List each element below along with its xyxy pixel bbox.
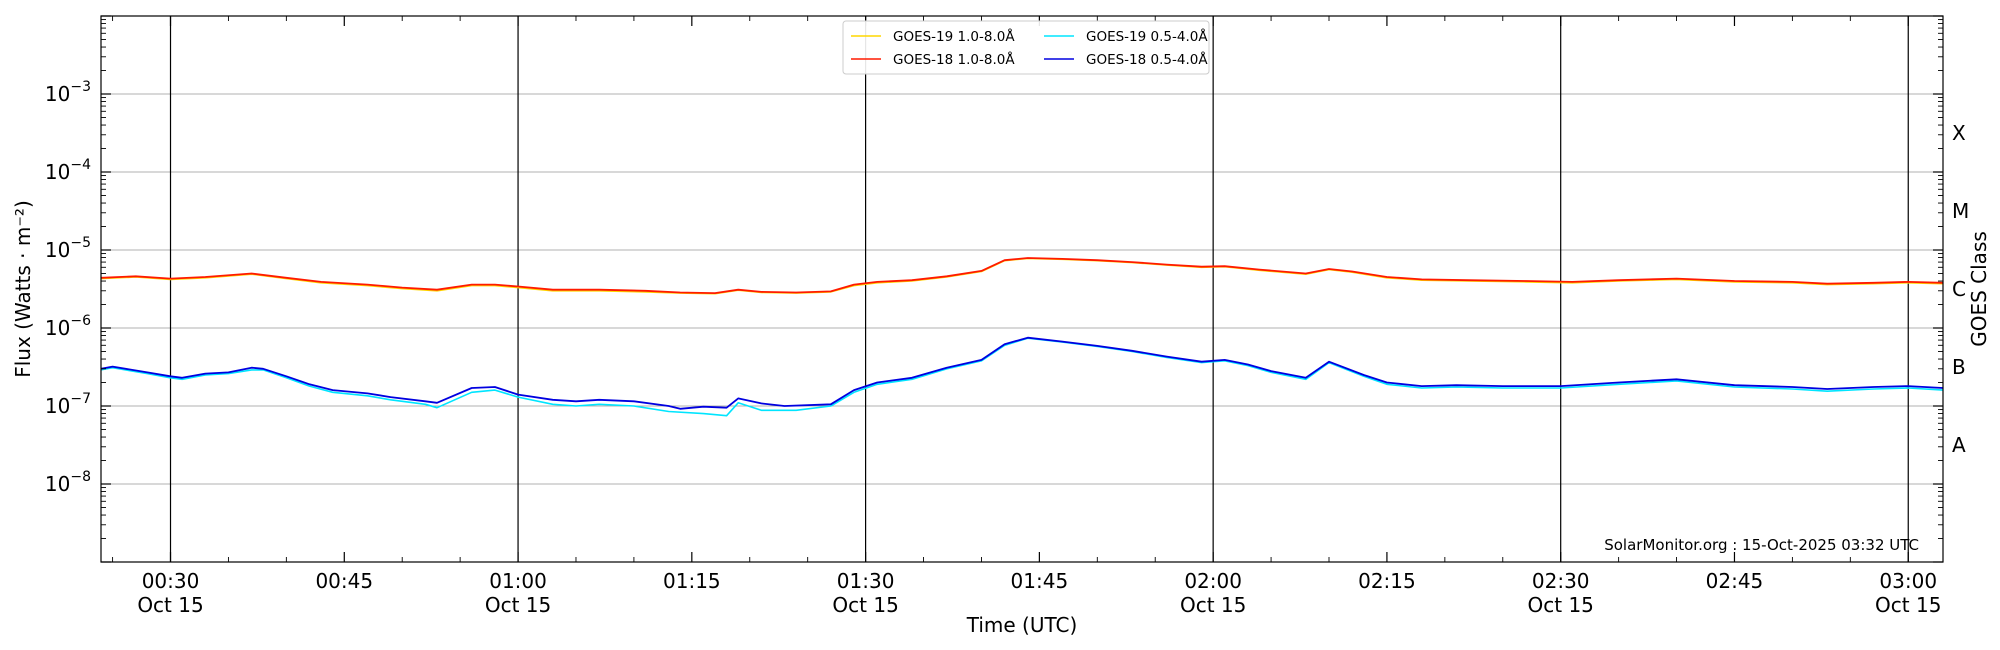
x-tick-label: 01:30 <box>837 569 895 593</box>
goes-class-label: M <box>1952 199 1969 223</box>
legend-entry: GOES-18 1.0-8.0Å <box>893 51 1015 68</box>
x-axis-label: Time (UTC) <box>966 613 1078 637</box>
x-tick-date-label: Oct 15 <box>137 593 203 617</box>
goes-class-label: A <box>1952 433 1966 457</box>
series-line-2 <box>100 257 1944 295</box>
x-tick-label: 00:30 <box>142 569 200 593</box>
plot-frame <box>100 15 1944 563</box>
x-tick-label: 01:15 <box>663 569 721 593</box>
goes-class-axis-label: GOES Class <box>1967 231 1991 347</box>
y-tick-label: 10−7 <box>45 391 91 418</box>
goes-class-label: C <box>1952 277 1966 301</box>
y-tick-label: 10−3 <box>45 79 91 106</box>
axis-ticks <box>101 15 1943 563</box>
y-tick-label: 10−8 <box>45 469 91 496</box>
y-axis-label: Flux (Watts · m⁻²) <box>11 200 35 378</box>
x-tick-label: 02:00 <box>1184 569 1242 593</box>
x-tick-date-label: Oct 15 <box>832 593 898 617</box>
legend-entry: GOES-19 0.5-4.0Å <box>1086 28 1208 45</box>
x-tick-label: 02:30 <box>1532 569 1590 593</box>
goes-class-label: X <box>1952 121 1966 145</box>
series-line-4 <box>100 336 1944 410</box>
x-tick-date-label: Oct 15 <box>1528 593 1594 617</box>
x-tick-label: 00:45 <box>315 569 373 593</box>
series-lines <box>100 257 1944 417</box>
grid-lines <box>101 93 1943 485</box>
x-tick-label: 01:00 <box>489 569 547 593</box>
legend-box <box>842 20 1210 75</box>
x-tick-date-label: Oct 15 <box>485 593 551 617</box>
goes-class-label: B <box>1952 355 1966 379</box>
x-tick-label: 02:45 <box>1706 569 1764 593</box>
y-tick-label: 10−6 <box>45 313 91 340</box>
x-tick-label: 01:45 <box>1011 569 1069 593</box>
legend-entry: GOES-18 0.5-4.0Å <box>1086 51 1208 68</box>
series-line-3 <box>100 337 1944 417</box>
x-tick-date-label: Oct 15 <box>1180 593 1246 617</box>
x-tick-date-label: Oct 15 <box>1875 593 1941 617</box>
y-tick-label: 10−4 <box>45 157 91 184</box>
y-tick-labels: 10−8 10−7 10−6 10−5 10−4 10−3 <box>45 79 91 496</box>
y-tick-label: 10−5 <box>45 235 91 262</box>
x-tick-label: 02:15 <box>1358 569 1416 593</box>
x-tick-label: 03:00 <box>1879 569 1937 593</box>
legend-entry: GOES-19 1.0-8.0Å <box>893 28 1015 45</box>
vertical-hour-lines <box>169 16 1909 562</box>
goes-class-labels: A B C M X <box>1952 121 1969 457</box>
credit-text: SolarMonitor.org : 15-Oct-2025 03:32 UTC <box>1604 536 1919 554</box>
legend: GOES-19 1.0-8.0Å GOES-18 1.0-8.0Å GOES-19 … <box>842 20 1210 75</box>
